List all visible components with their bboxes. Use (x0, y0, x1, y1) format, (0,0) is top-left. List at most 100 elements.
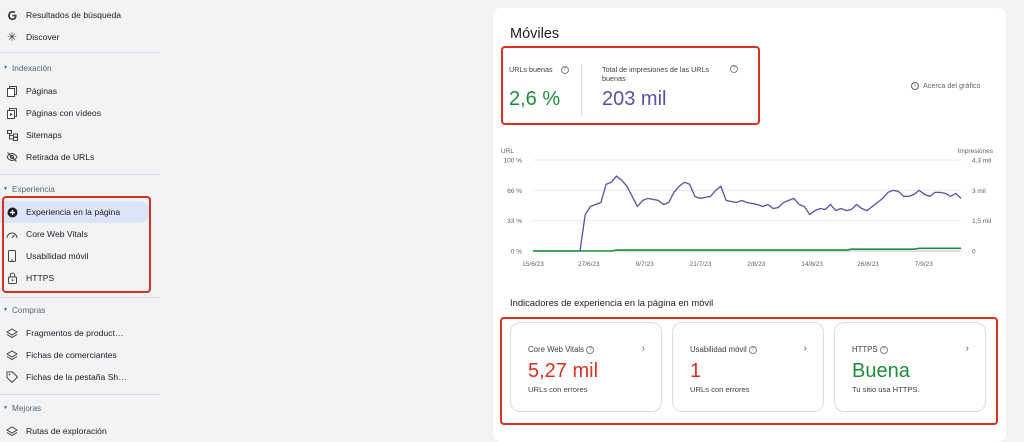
help-icon[interactable]: ? (586, 345, 595, 354)
y-tick-label-right: 0 (972, 249, 976, 256)
sidebar-item-label: Usabilidad móvil (26, 251, 89, 261)
y-tick-label-right: 1,5 mil (972, 218, 992, 225)
indicator-value: 5,27 mil (528, 360, 599, 382)
eye-off-icon (6, 151, 18, 163)
sidebar-item-label: Páginas (26, 86, 58, 96)
indicator-name-text: HTTPS (852, 345, 878, 354)
indicator-name-text: Core Web Vitals (528, 345, 585, 354)
about-chart-link[interactable]: i Acerca del gráfico (911, 81, 981, 90)
sidebar-item-label: Fichas de comerciantes (26, 350, 117, 360)
sidebar-item-label: HTTPS (26, 273, 55, 283)
metric-good-urls-label: URLs buenas ? (509, 65, 569, 75)
page-title: Móviles (510, 26, 560, 42)
y-tick-label-left: 66 % (507, 188, 522, 195)
x-tick-label: 2/8/23 (747, 261, 765, 268)
sidebar-item-rutas-exploracion[interactable]: Rutas de exploración (0, 420, 150, 442)
metric-label-text: URLs buenas (509, 65, 553, 74)
x-tick-label: 21/7/23 (690, 261, 712, 268)
video-pages-icon (6, 107, 18, 119)
sidebar-item-search-results[interactable]: Resultados de búsqueda (0, 4, 150, 26)
indicator-value: 1 (690, 360, 702, 382)
smartphone-icon (6, 250, 18, 262)
y-tick-label-right: 4,3 mil (972, 158, 992, 165)
indicator-name: HTTPS ? (852, 345, 888, 354)
highlight-box-indicators (500, 317, 998, 425)
indicator-subtext: URLs con errores (690, 385, 750, 394)
sidebar-item-paginas-videos[interactable]: Páginas con vídeos (0, 102, 150, 124)
sidebar-item-label: Retirada de URLs (26, 152, 95, 162)
layers-icon (6, 349, 18, 361)
sidebar-item-fragmentos-producto[interactable]: Fragmentos de product… (0, 322, 150, 344)
indicator-name: Usabilidad móvil ? (690, 345, 757, 354)
chevron-right-icon: › (965, 343, 969, 354)
sidebar-item-fichas-comerciantes[interactable]: Fichas de comerciantes (0, 344, 150, 366)
good-urls-series-line (533, 247, 961, 252)
divider (0, 394, 160, 395)
help-icon[interactable]: ? (879, 345, 888, 354)
mobile-report-card: Móviles URLs buenas ? 2,6 % Total de imp… (493, 8, 1006, 442)
indicator-subtext: URLs con errores (528, 385, 588, 394)
x-tick-label: 9/7/23 (636, 261, 654, 268)
sidebar-item-sitemaps[interactable]: Sitemaps (0, 124, 150, 146)
plus-circle-icon (6, 206, 18, 218)
y-tick-label-left: 33 % (507, 218, 522, 225)
sidebar-item-core-web-vitals[interactable]: Core Web Vitals (0, 223, 150, 245)
left-axis-title: URL (501, 148, 514, 155)
indicator-value: Buena (852, 360, 910, 382)
x-tick-label: 14/8/23 (801, 261, 823, 268)
sidebar-item-paginas[interactable]: Páginas (0, 80, 150, 102)
sidebar-item-https[interactable]: HTTPS (0, 267, 150, 289)
sidebar: Resultados de búsqueda ✳ Discover ▼ Inde… (0, 0, 163, 442)
y-tick-label-left: 100 % (504, 158, 523, 165)
pages-icon (6, 85, 18, 97)
metric-impressions-value: 203 mil (602, 88, 667, 110)
divider (0, 52, 160, 53)
chevron-right-icon: › (803, 343, 807, 354)
sidebar-item-label: Core Web Vitals (26, 229, 88, 239)
y-tick-label-left: 0 % (511, 249, 522, 256)
sidebar-item-fichas-pestana[interactable]: Fichas de la pestaña Sh… (0, 366, 150, 388)
sidebar-item-label: Fichas de la pestaña Sh… (26, 372, 127, 382)
info-icon: i (911, 81, 919, 90)
asterisk-icon: ✳ (6, 30, 18, 44)
collapse-triangle-icon: ▼ (3, 307, 8, 313)
tag-icon (6, 371, 18, 383)
sidebar-item-usabilidad-movil[interactable]: Usabilidad móvil (0, 245, 150, 267)
indicator-card-https[interactable]: HTTPS ? › Buena Tu sitio usa HTTPS. (834, 322, 986, 412)
layers-icon (6, 425, 18, 437)
sidebar-item-label: Resultados de búsqueda (26, 10, 122, 20)
right-axis-title: Impresiones (958, 148, 994, 155)
indicators-title: Indicadores de experiencia en la página … (510, 297, 714, 308)
x-tick-label: 7/9/23 (915, 261, 933, 268)
help-icon[interactable]: ? (560, 66, 569, 75)
collapse-triangle-icon: ▼ (3, 405, 8, 411)
collapse-triangle-icon: ▼ (3, 65, 8, 71)
google-g-icon (6, 9, 18, 21)
section-title: Mejoras (12, 403, 42, 413)
metric-good-urls-value: 2,6 % (509, 88, 561, 110)
speedometer-icon (6, 228, 18, 240)
help-icon[interactable]: ? (730, 65, 738, 73)
sidebar-item-discover[interactable]: ✳ Discover (0, 26, 150, 48)
layers-icon (6, 327, 18, 339)
sidebar-item-retirada-urls[interactable]: Retirada de URLs (0, 146, 150, 168)
y-tick-label-right: 3 mil (972, 188, 986, 195)
sidebar-item-label: Páginas con vídeos (26, 108, 102, 118)
sidebar-item-label: Sitemaps (26, 130, 62, 140)
indicator-card-usabilidad-movil[interactable]: Usabilidad móvil ? › 1 URLs con errores (672, 322, 824, 412)
help-icon[interactable]: ? (748, 345, 757, 354)
sidebar-item-label: Fragmentos de product… (26, 328, 124, 338)
x-tick-label: 27/6/23 (578, 261, 600, 268)
indicator-card-core-web-vitals[interactable]: Core Web Vitals ? › 5,27 mil URLs con er… (510, 322, 662, 412)
highlight-box-experiencia (2, 196, 151, 293)
sitemap-icon (6, 129, 18, 141)
sidebar-item-label: Discover (26, 32, 60, 42)
indicator-name-text: Usabilidad móvil (690, 345, 747, 354)
divider (0, 297, 160, 298)
highlight-box-metrics (501, 46, 760, 125)
section-title: Compras (12, 305, 46, 315)
metric-separator (581, 64, 582, 116)
sidebar-item-experiencia-pagina[interactable]: Experiencia en la página (0, 201, 150, 223)
x-tick-label: 15/6/23 (522, 261, 544, 268)
indicator-subtext: Tu sitio usa HTTPS. (852, 385, 920, 394)
